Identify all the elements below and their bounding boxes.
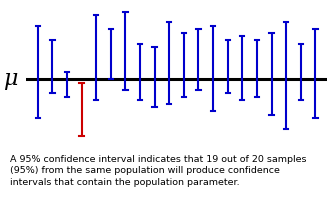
Text: μ: μ [3,68,18,90]
Text: A 95% confidence interval indicates that 19 out of 20 samples
(95%) from the sam: A 95% confidence interval indicates that… [10,155,306,187]
